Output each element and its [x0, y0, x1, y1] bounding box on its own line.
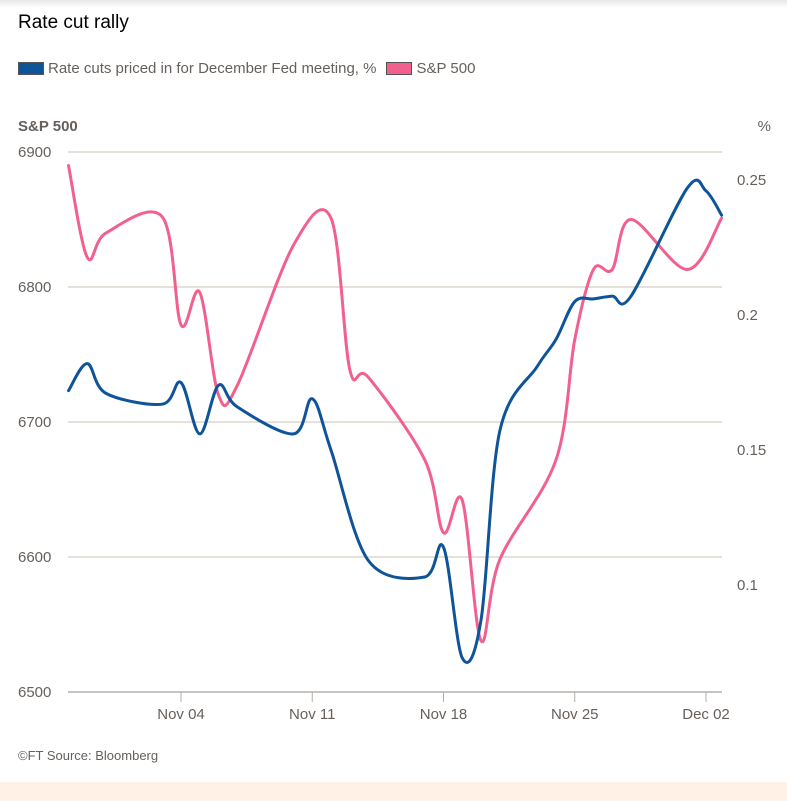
- legend-swatch-rate-cuts: [18, 62, 44, 75]
- left-tick-label: 6700: [18, 414, 51, 431]
- legend: Rate cuts priced in for December Fed mee…: [18, 60, 475, 77]
- left-tick-label: 6600: [18, 549, 51, 566]
- x-tick-label: Nov 18: [420, 706, 468, 723]
- right-tick-label: 0.1: [737, 577, 758, 594]
- chart-title: Rate cut rally: [18, 12, 129, 33]
- legend-label-sp500: S&P 500: [416, 60, 476, 77]
- chart-plot: 6500 6600 6700 6800 6900 0.1 0.15 0.2 0.25 Nov 04…: [18, 144, 766, 723]
- left-tick-label: 6900: [18, 144, 51, 161]
- x-tick-label: Nov 25: [551, 706, 599, 723]
- bottom-band: [0, 782, 787, 801]
- left-tick-label: 6800: [18, 279, 51, 296]
- right-tick-label: 0.2: [737, 307, 758, 324]
- legend-swatch-sp500: [386, 62, 413, 75]
- left-tick-label: 6500: [18, 684, 51, 701]
- right-tick-label: 0.15: [737, 442, 766, 459]
- source-note: ©FT Source: Bloomberg: [18, 748, 159, 763]
- top-shade: [0, 0, 787, 8]
- right-tick-label: 0.25: [737, 172, 766, 189]
- right-axis-title: %: [757, 118, 771, 135]
- x-tick-label: Dec 02: [682, 706, 730, 723]
- left-axis-title: S&P 500: [18, 118, 78, 135]
- x-tick-label: Nov 11: [289, 706, 335, 723]
- legend-label-rate-cuts: Rate cuts priced in for December Fed mee…: [48, 60, 377, 77]
- x-tick-label: Nov 04: [157, 706, 205, 723]
- sp500-line: [67, 164, 724, 644]
- rate-cuts-line: [67, 178, 724, 664]
